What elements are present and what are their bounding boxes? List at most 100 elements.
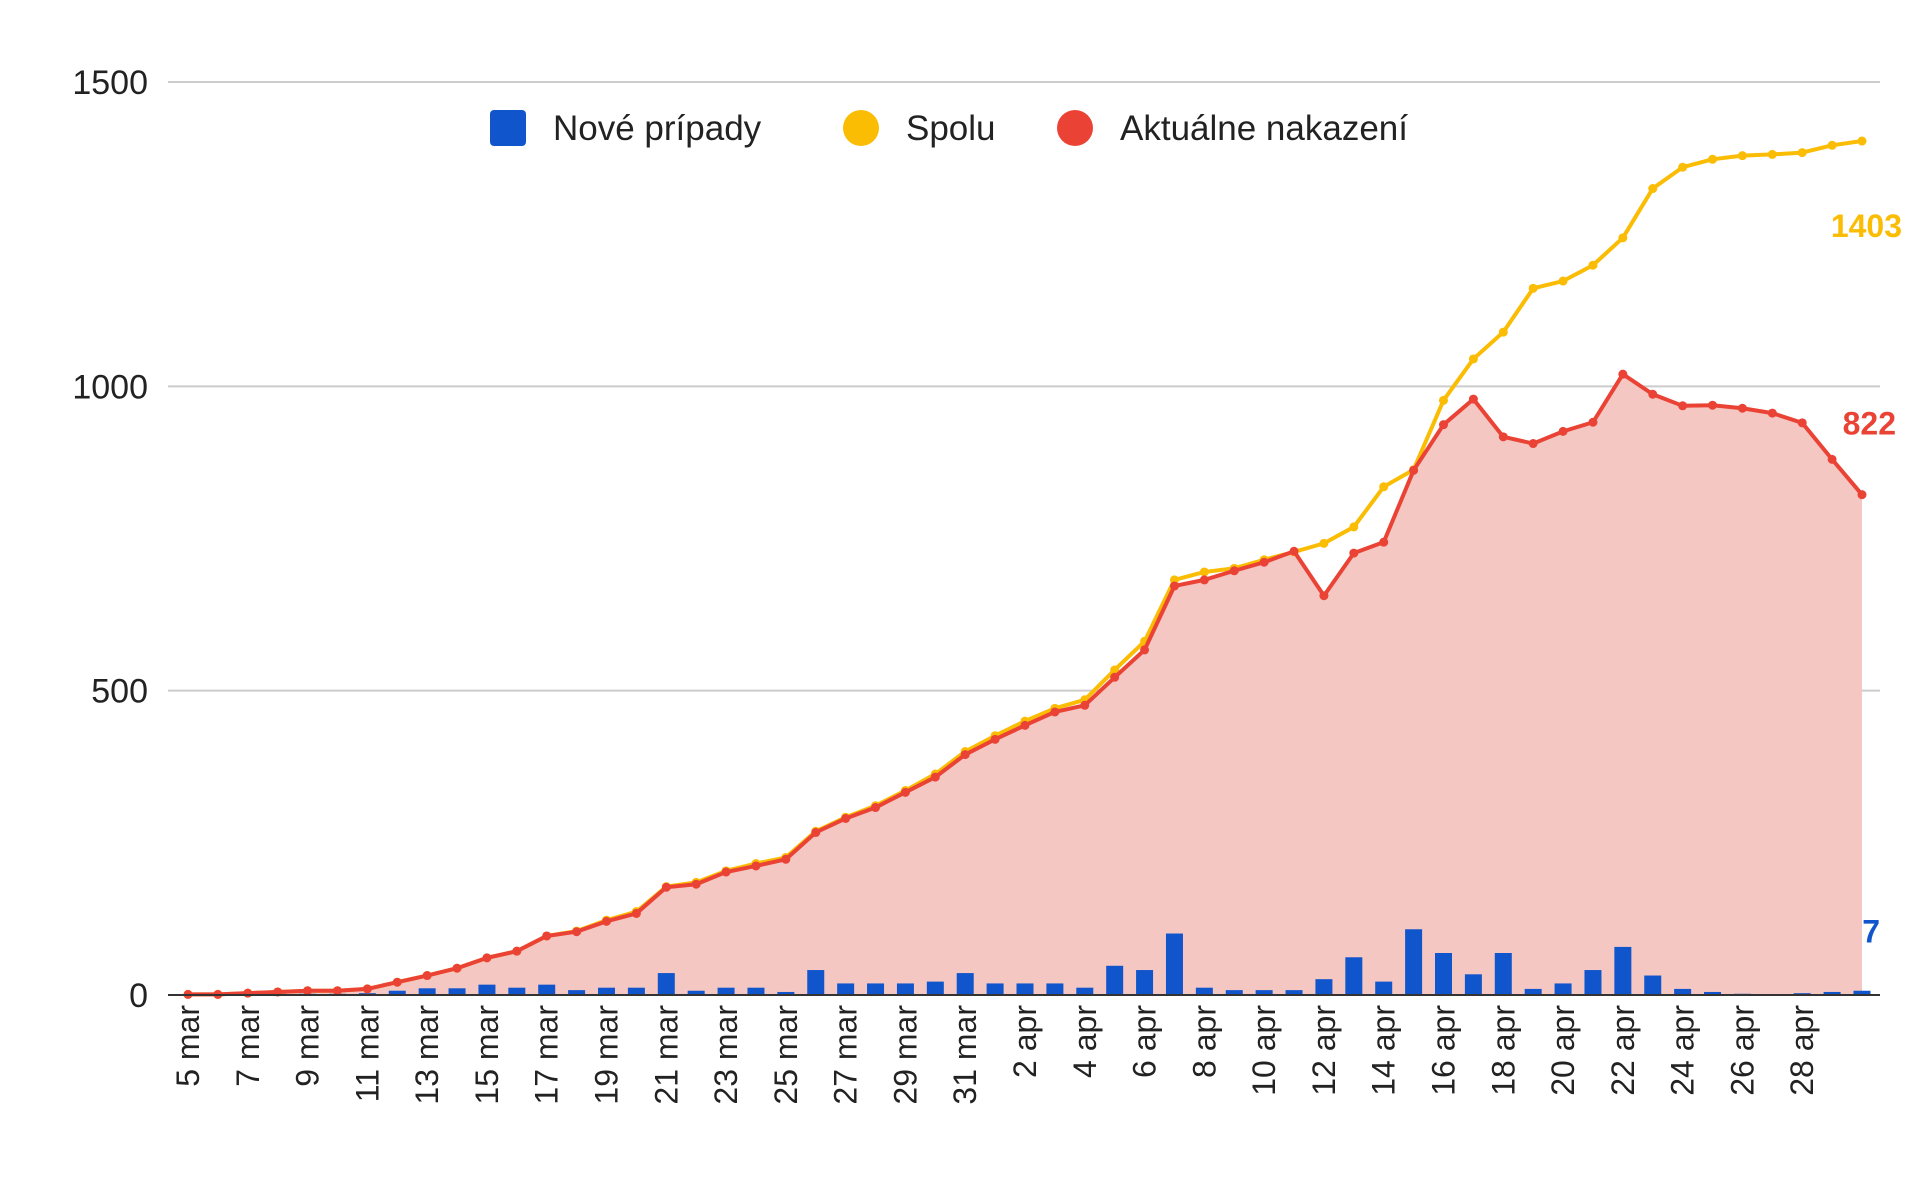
bar [1823,991,1841,995]
bar [1704,991,1722,995]
x-tick-label: 8 apr [1186,1005,1222,1078]
legend-label: Spolu [906,109,996,148]
bar [717,987,735,995]
aktualne-nakazeni-point [900,787,910,797]
x-tick-label: 28 apr [1784,1005,1820,1096]
bar [1285,990,1303,995]
bar [1046,983,1064,995]
bar [1106,965,1124,995]
aktualne-nakazeni-point [1349,548,1359,558]
area-fill-aktualne-nakazeni [188,374,1862,995]
aktualne-nakazeni-point [1259,557,1269,567]
aktualne-nakazeni-point [482,953,492,963]
aktualne-nakazeni-point [1140,645,1150,655]
bar [777,991,795,995]
x-tick-label: 14 apr [1366,1005,1402,1096]
aktualne-nakazeni-point [811,827,821,837]
bar [1464,974,1482,995]
aktualne-nakazeni-point [1319,591,1329,601]
spolu-point [1797,148,1807,158]
aktualne-nakazeni-point [661,882,671,892]
aktualne-nakazeni-point [1199,575,1209,585]
aktualne-nakazeni-point [1797,418,1807,428]
y-tick-label: 500 [91,673,148,711]
x-tick-label: 17 mar [529,1005,565,1105]
bar [956,973,974,995]
bar [1524,988,1542,995]
aktualne-nakazeni-point [542,931,552,941]
x-tick-label: 26 apr [1724,1005,1760,1096]
bar [1554,983,1572,995]
spolu-point [1648,184,1658,194]
aktualne-nakazeni-point [1528,439,1538,449]
bar [1136,970,1154,995]
spolu-point [1678,162,1688,172]
aktualne-nakazeni-point [452,963,462,973]
bar [747,987,765,995]
aktualne-nakazeni-point [1708,400,1718,410]
bar [1494,953,1512,995]
x-tick-label: 27 mar [828,1005,864,1105]
aktualne-nakazeni-point [1468,394,1478,404]
x-tick-label: 7 mar [230,1005,266,1087]
x-tick-label: 11 mar [349,1005,385,1103]
x-tick-label: 29 mar [887,1005,923,1105]
spolu-point [1528,283,1538,293]
bar [896,983,914,995]
bar [478,984,496,995]
bar [1853,990,1871,995]
x-tick-label: 5 mar [170,1005,206,1087]
bar [448,988,466,995]
aktualne-nakazeni-point [572,927,582,937]
aktualne-nakazeni-point [1767,408,1777,418]
aktualne-nakazeni-point [1289,546,1299,556]
aktualne-nakazeni-point [691,879,701,889]
x-tick-label: 16 apr [1426,1005,1462,1096]
aktualne-nakazeni-point [751,861,761,871]
x-tick-label: 22 apr [1605,1005,1641,1096]
aktualne-nakazeni-point [1020,720,1030,730]
x-tick-label: 4 apr [1067,1005,1103,1078]
bar [568,990,586,995]
spolu-point [1558,276,1568,286]
bar [1345,957,1363,995]
x-tick-label: 10 apr [1246,1005,1282,1096]
x-axis-ticks: 5 mar 7 mar 9 mar 11 mar 13 mar 15 mar 17 mar 1… [170,1005,1820,1105]
end-label-spolu: 1403 [1831,208,1902,244]
spolu-point [1379,482,1389,492]
bar [1315,979,1333,995]
bar [867,983,885,995]
bar [627,987,645,995]
aktualne-nakazeni-point [1648,389,1658,399]
bar [807,970,825,995]
x-tick-label: 25 mar [768,1005,804,1105]
aktualne-nakazeni-point [1110,672,1120,682]
aktualne-nakazeni-point [960,750,970,760]
line-series-layer [183,136,1867,999]
spolu-point [1708,154,1718,164]
spolu-point [1319,538,1329,548]
x-tick-label: 24 apr [1665,1005,1701,1096]
aktualne-nakazeni-point [512,946,522,956]
x-tick-label: 12 apr [1306,1005,1342,1096]
aktualne-nakazeni-point [243,988,253,998]
spolu-point [1498,327,1508,337]
aktualne-nakazeni-point [1588,417,1598,427]
aktualne-nakazeni-point [1169,581,1179,591]
end-label-aktualne-nakazeni: 822 [1843,406,1896,442]
spolu-point [1827,140,1837,150]
bar [1016,983,1034,995]
bar [1375,981,1393,995]
legend-label: Nové prípady [553,109,762,148]
aktualne-nakazeni-point [1379,537,1389,547]
x-tick-label: 6 apr [1127,1005,1163,1078]
aktualne-nakazeni-point [1558,426,1568,436]
aktualne-nakazeni-point [1827,454,1837,464]
bar [1165,933,1183,995]
aktualne-nakazeni-point [871,803,881,813]
aktualne-nakazeni-point [841,813,851,823]
spolu-point [1737,151,1747,161]
aktualne-nakazeni-point [1229,566,1239,576]
spolu-point [1857,136,1867,146]
aktualne-nakazeni-point [422,971,432,981]
